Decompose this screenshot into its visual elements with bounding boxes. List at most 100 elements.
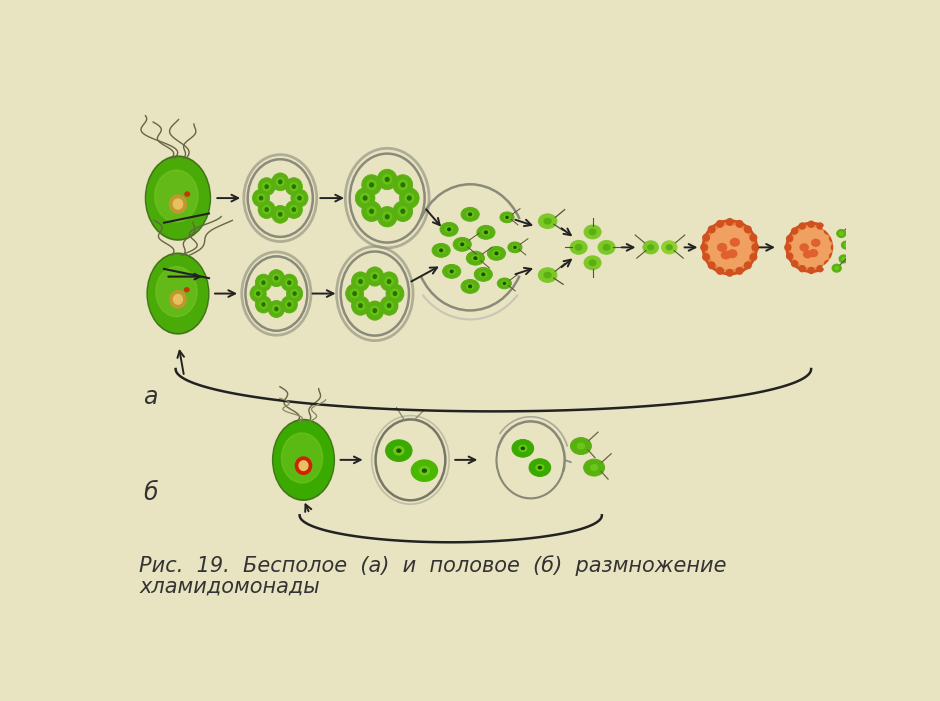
- Ellipse shape: [394, 447, 404, 455]
- Ellipse shape: [584, 225, 601, 239]
- Ellipse shape: [299, 461, 308, 470]
- Ellipse shape: [278, 212, 282, 216]
- Ellipse shape: [401, 210, 404, 213]
- Circle shape: [787, 236, 792, 242]
- Ellipse shape: [469, 213, 472, 216]
- Circle shape: [791, 228, 798, 234]
- Ellipse shape: [290, 205, 298, 214]
- Ellipse shape: [373, 275, 376, 278]
- Ellipse shape: [393, 201, 413, 222]
- Ellipse shape: [800, 244, 808, 251]
- Circle shape: [750, 234, 757, 241]
- Ellipse shape: [466, 251, 484, 265]
- Ellipse shape: [832, 264, 841, 272]
- Ellipse shape: [448, 268, 455, 274]
- Circle shape: [799, 223, 806, 229]
- Circle shape: [791, 228, 831, 267]
- Ellipse shape: [276, 178, 284, 186]
- Ellipse shape: [497, 278, 511, 289]
- Circle shape: [817, 223, 823, 229]
- Circle shape: [824, 261, 831, 266]
- Circle shape: [830, 253, 836, 259]
- Ellipse shape: [295, 194, 304, 202]
- Ellipse shape: [570, 240, 588, 254]
- Ellipse shape: [450, 270, 453, 273]
- Circle shape: [831, 245, 838, 250]
- Ellipse shape: [286, 279, 293, 287]
- Ellipse shape: [539, 214, 556, 229]
- Ellipse shape: [495, 252, 498, 254]
- Ellipse shape: [385, 440, 412, 461]
- Ellipse shape: [364, 196, 367, 200]
- Circle shape: [727, 219, 733, 225]
- Ellipse shape: [185, 192, 190, 196]
- Ellipse shape: [598, 240, 615, 254]
- Ellipse shape: [842, 257, 845, 260]
- Ellipse shape: [355, 188, 375, 208]
- Ellipse shape: [539, 466, 541, 469]
- Ellipse shape: [273, 274, 280, 282]
- Circle shape: [744, 226, 751, 233]
- Ellipse shape: [370, 272, 379, 281]
- Text: а: а: [143, 385, 158, 409]
- Ellipse shape: [256, 274, 272, 291]
- Ellipse shape: [278, 180, 282, 184]
- Ellipse shape: [258, 178, 275, 196]
- Ellipse shape: [273, 305, 280, 313]
- Circle shape: [709, 226, 715, 233]
- Circle shape: [808, 222, 814, 227]
- Ellipse shape: [446, 226, 452, 232]
- Ellipse shape: [728, 250, 737, 257]
- Ellipse shape: [263, 182, 271, 191]
- Ellipse shape: [401, 183, 404, 186]
- Ellipse shape: [502, 281, 507, 285]
- Ellipse shape: [405, 193, 414, 203]
- Ellipse shape: [155, 170, 198, 222]
- Ellipse shape: [257, 292, 259, 295]
- Ellipse shape: [484, 231, 487, 233]
- Ellipse shape: [812, 239, 820, 246]
- Ellipse shape: [504, 215, 509, 219]
- Ellipse shape: [839, 232, 843, 235]
- Ellipse shape: [575, 245, 582, 250]
- Ellipse shape: [173, 199, 182, 209]
- Ellipse shape: [443, 264, 461, 278]
- Ellipse shape: [351, 289, 359, 298]
- Circle shape: [787, 253, 792, 259]
- Ellipse shape: [399, 180, 407, 189]
- Ellipse shape: [469, 285, 472, 287]
- Circle shape: [787, 223, 836, 271]
- Ellipse shape: [717, 243, 727, 251]
- Ellipse shape: [419, 466, 430, 475]
- Circle shape: [736, 268, 743, 274]
- Circle shape: [752, 244, 759, 251]
- Ellipse shape: [603, 245, 610, 250]
- Ellipse shape: [385, 301, 393, 310]
- Ellipse shape: [281, 274, 297, 291]
- Ellipse shape: [386, 284, 404, 303]
- Ellipse shape: [514, 246, 516, 248]
- Ellipse shape: [835, 266, 838, 270]
- Ellipse shape: [174, 294, 182, 304]
- Ellipse shape: [512, 440, 534, 457]
- Ellipse shape: [393, 292, 397, 295]
- Ellipse shape: [292, 208, 295, 211]
- Ellipse shape: [383, 212, 392, 222]
- Circle shape: [808, 268, 814, 273]
- Ellipse shape: [844, 243, 848, 247]
- Ellipse shape: [400, 188, 419, 208]
- Ellipse shape: [477, 226, 495, 239]
- Ellipse shape: [149, 255, 208, 332]
- Text: б: б: [143, 481, 158, 505]
- Ellipse shape: [263, 205, 271, 214]
- Ellipse shape: [380, 296, 398, 315]
- Ellipse shape: [265, 185, 268, 189]
- Circle shape: [791, 261, 798, 266]
- Ellipse shape: [268, 270, 285, 287]
- Ellipse shape: [255, 290, 262, 297]
- Ellipse shape: [544, 273, 551, 278]
- Ellipse shape: [662, 241, 677, 254]
- Circle shape: [716, 268, 723, 274]
- Ellipse shape: [253, 189, 270, 207]
- Ellipse shape: [366, 301, 384, 320]
